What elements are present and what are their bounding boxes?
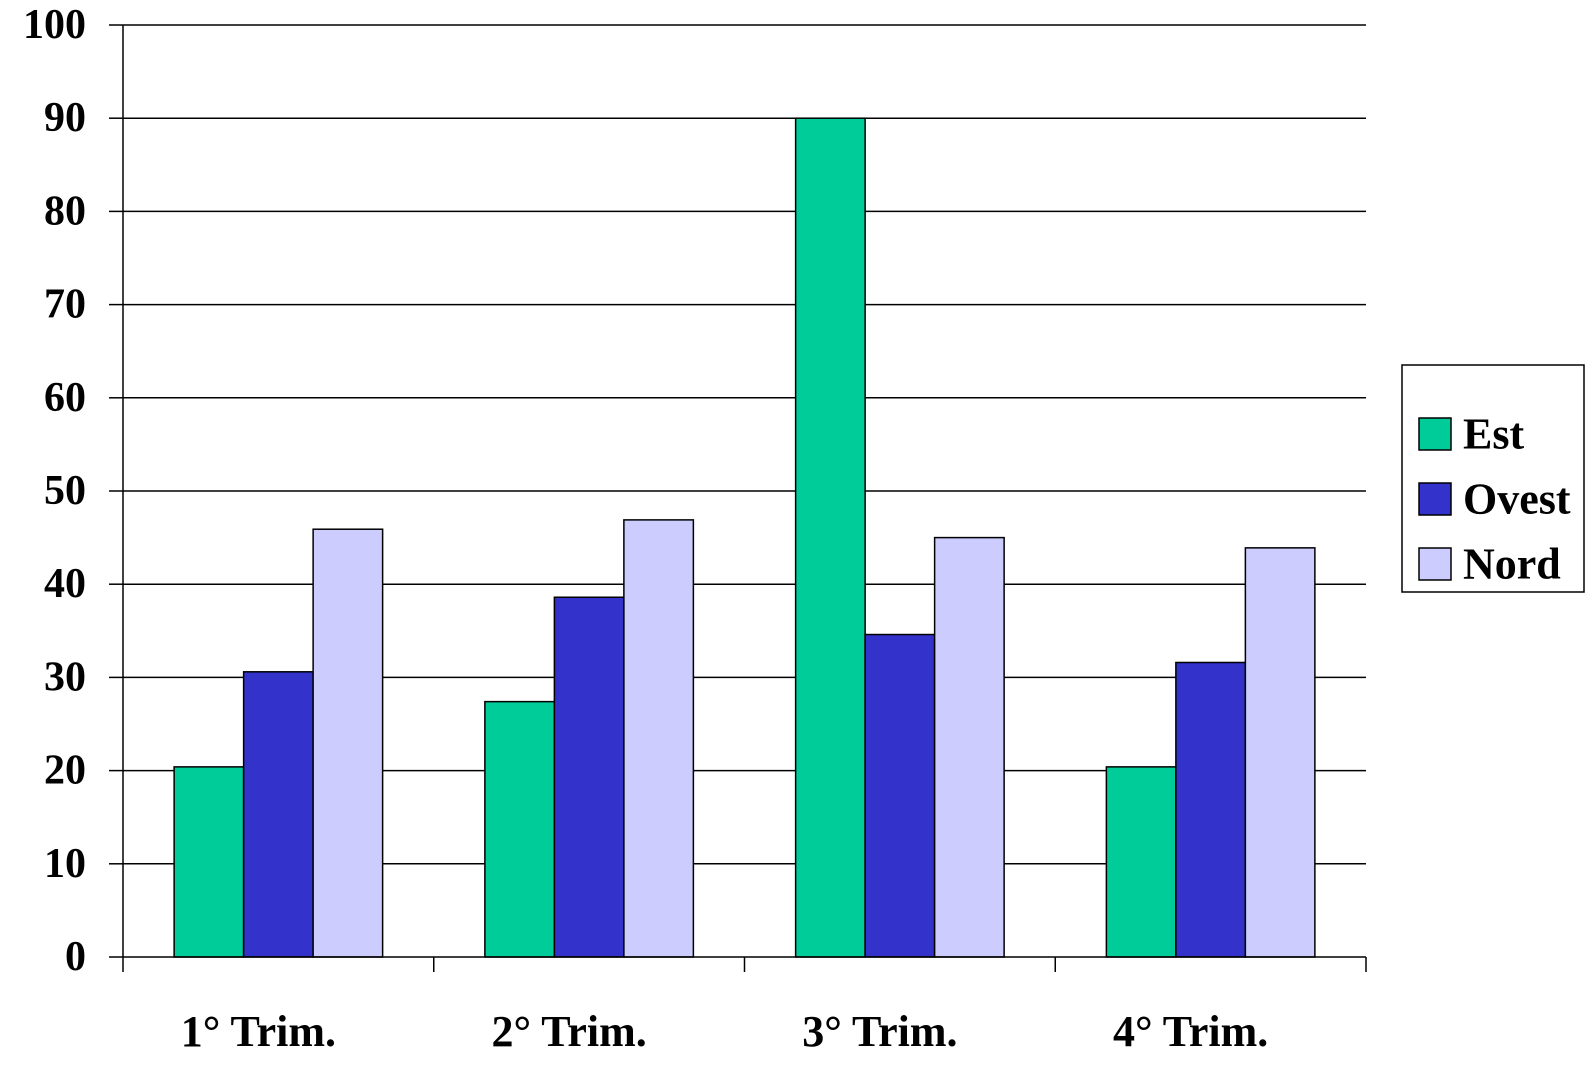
bar-est-4	[1105, 766, 1177, 958]
x-category-labels: 1° Trim. 2° Trim. 3° Trim. 4° Trim.	[181, 1007, 1269, 1056]
legend-swatch-ovest	[1418, 482, 1452, 516]
bar-ovest-1	[242, 671, 314, 958]
y-tick-label: 0	[65, 934, 86, 980]
axes	[109, 24, 1367, 972]
bar-ovest-4	[1175, 661, 1247, 958]
legend-label-est: Est	[1463, 410, 1524, 459]
x-category-label: 1° Trim.	[181, 1007, 336, 1056]
y-tick-labels: 0 10 20 30 40 50 60 70 80 90 100	[23, 2, 86, 980]
y-tick-label: 30	[44, 654, 86, 700]
bars	[173, 117, 1316, 958]
y-tick-label: 70	[44, 282, 86, 328]
x-category-label: 4° Trim.	[1113, 1007, 1268, 1056]
y-tick-label: 90	[44, 95, 86, 141]
bar-nord-4	[1244, 547, 1316, 958]
y-tick-label: 50	[44, 468, 86, 514]
legend-label-ovest: Ovest	[1463, 475, 1571, 524]
legend-swatch-nord	[1418, 547, 1452, 581]
y-tick-label: 100	[23, 2, 86, 48]
y-tick-label: 10	[44, 841, 86, 887]
bar-ovest-3	[864, 633, 936, 958]
legend-swatch-est	[1418, 417, 1452, 451]
bar-est-3	[794, 117, 866, 958]
bar-nord-2	[623, 519, 695, 958]
legend: Est Ovest Nord	[1401, 364, 1585, 593]
y-tick-label: 40	[44, 561, 86, 607]
x-category-label: 2° Trim.	[491, 1007, 646, 1056]
bar-nord-3	[933, 536, 1005, 958]
bar-est-2	[484, 700, 556, 958]
bar-est-1	[173, 766, 245, 958]
bar-nord-1	[312, 528, 384, 958]
legend-label-nord: Nord	[1463, 540, 1561, 589]
y-tick-label: 60	[44, 375, 86, 421]
y-tick-label: 20	[44, 748, 86, 794]
x-category-label: 3° Trim.	[802, 1007, 957, 1056]
y-tick-label: 80	[44, 188, 86, 234]
bar-ovest-2	[553, 596, 625, 958]
